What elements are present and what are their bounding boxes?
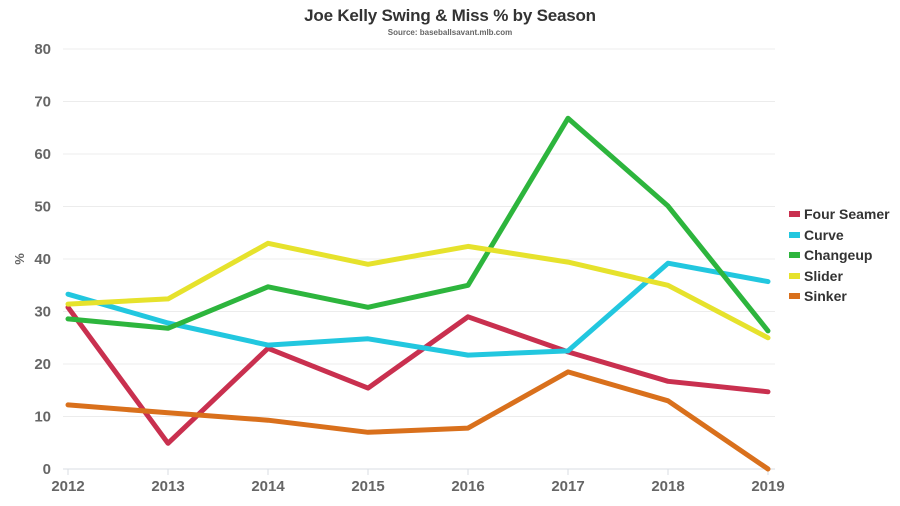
- x-tick-label: 2018: [651, 478, 684, 495]
- legend-item[interactable]: Slider: [789, 266, 890, 287]
- x-tick-label: 2016: [451, 478, 484, 495]
- x-tick-label: 2012: [51, 478, 84, 495]
- legend: Four Seamer Curve Changeup Slider Sinker: [789, 204, 890, 307]
- legend-label: Slider: [804, 267, 843, 284]
- x-tick-label: 2013: [151, 478, 184, 495]
- legend-swatch: [789, 252, 800, 259]
- legend-item[interactable]: Four Seamer: [789, 204, 890, 225]
- legend-label: Sinker: [804, 288, 847, 305]
- legend-item[interactable]: Sinker: [789, 286, 890, 307]
- series-line-four-seamer: [65, 304, 771, 446]
- y-tick-label: 40: [34, 251, 51, 268]
- legend-swatch: [789, 231, 800, 238]
- series-line-slider: [65, 240, 771, 341]
- y-tick-label: 60: [34, 146, 51, 163]
- legend-label: Curve: [804, 226, 844, 243]
- legend-swatch: [789, 293, 800, 300]
- legend-label: Four Seamer: [804, 206, 890, 223]
- legend-swatch: [789, 272, 800, 279]
- y-axis-label: %: [12, 253, 27, 265]
- x-tick-label: 2015: [351, 478, 384, 495]
- legend-swatch: [789, 211, 800, 218]
- y-tick-label: 30: [34, 304, 51, 321]
- x-tick-label: 2017: [551, 478, 584, 495]
- y-tick-label: 50: [34, 199, 51, 216]
- chart-subtitle: Source: baseballsavant.mlb.com: [387, 28, 513, 37]
- y-tick-label: 70: [34, 94, 51, 111]
- series-line-sinker: [65, 369, 771, 472]
- y-tick-label: 20: [34, 356, 51, 373]
- series-line-curve: [65, 260, 771, 358]
- legend-item[interactable]: Changeup: [789, 245, 890, 266]
- series-line-changeup: [65, 115, 771, 334]
- chart-title: Joe Kelly Swing & Miss % by Season: [304, 6, 596, 25]
- x-tick-label: 2014: [251, 478, 285, 495]
- legend-label: Changeup: [804, 247, 873, 264]
- y-tick-label: 10: [34, 409, 51, 426]
- y-tick-label: 0: [43, 461, 51, 478]
- y-tick-label: 80: [34, 41, 51, 58]
- x-tick-label: 2019: [751, 478, 784, 495]
- legend-item[interactable]: Curve: [789, 225, 890, 246]
